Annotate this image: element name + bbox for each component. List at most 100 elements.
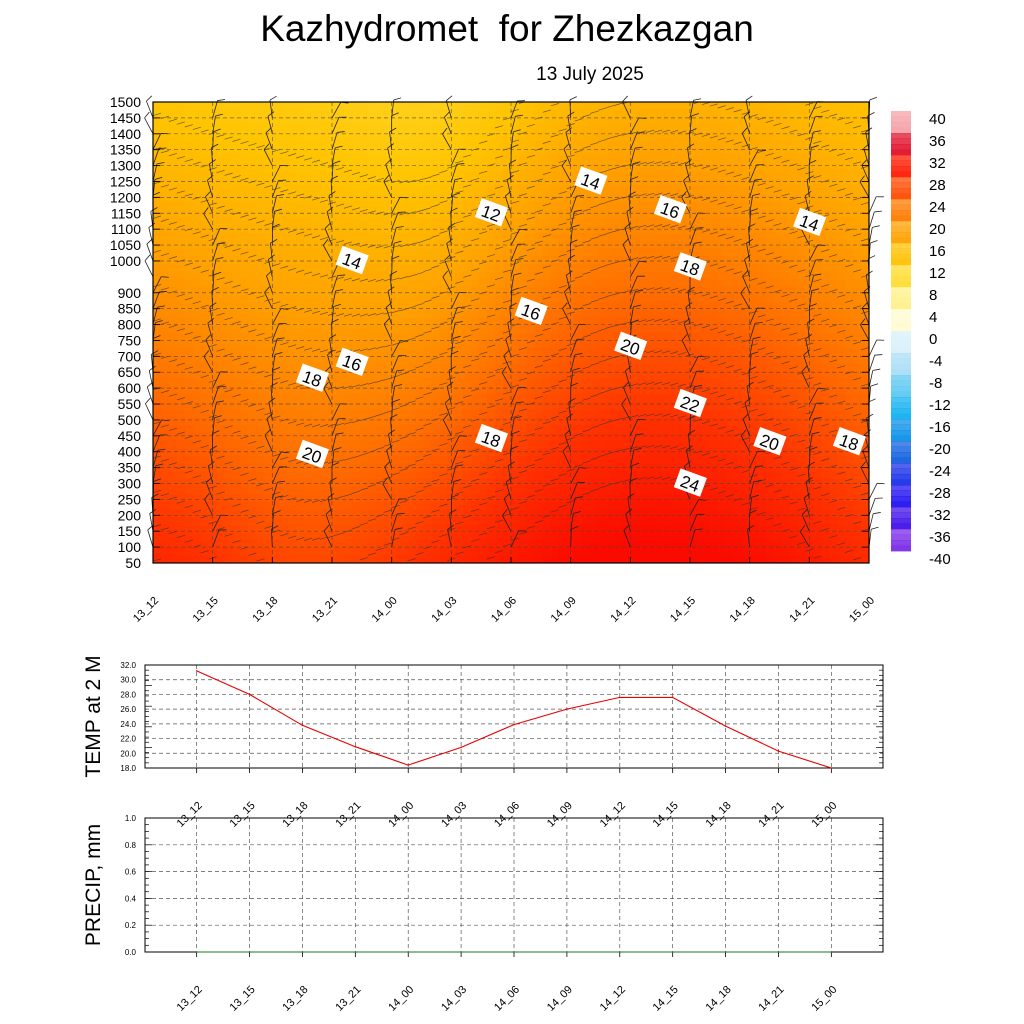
colorbar-legend: 4036322824201612840-4-8-12-16-20-24-28-3…: [891, 111, 951, 568]
panel-y-tick-label: 0.6: [125, 868, 137, 877]
colorbar-tick-label: 36: [929, 133, 946, 150]
x-tick-label: 14_09: [549, 595, 579, 625]
y-tick-label: 1500: [110, 94, 141, 110]
colorbar-tick-label: -36: [929, 529, 951, 546]
data-point: [777, 951, 780, 953]
contour-label: 22: [673, 388, 707, 418]
panel-x-tick-label: 15_00: [809, 800, 839, 830]
data-point: [460, 951, 462, 953]
colorbar-tick-label: 16: [929, 243, 946, 260]
colorbar-tick-label: -8: [929, 375, 942, 392]
panel-grid: [145, 818, 883, 952]
colorbar-tick-label: -12: [929, 397, 951, 414]
data-point: [460, 746, 462, 749]
temperature-field: [153, 102, 869, 563]
y-tick-label: 650: [118, 364, 142, 380]
y-tick-label: 900: [118, 285, 142, 301]
x-tick-label: 13_18: [250, 595, 280, 625]
colorbar-tick-label: -32: [929, 507, 951, 524]
colorbar-tick-label: 40: [929, 111, 946, 128]
panel-grid: [145, 665, 883, 768]
data-point: [407, 951, 410, 953]
y-tick-label: 250: [118, 491, 142, 507]
data-point: [248, 951, 251, 953]
x-tick-label: 13_21: [310, 595, 340, 625]
y-tick-label: 300: [118, 476, 142, 492]
panel-x-tick-label: 13_18: [280, 800, 310, 830]
panel-y-tick-label: 0.8: [125, 841, 137, 850]
panel-x-tick-label: 14_15: [651, 800, 681, 830]
chart-subtitle: 13 July 2025: [536, 64, 644, 85]
y-tick-label: 750: [118, 332, 142, 348]
panel-x-tick-label: 14_06: [492, 800, 522, 830]
y-tick-label: 200: [118, 507, 142, 523]
panel-x-tick-label: 15_00: [809, 984, 839, 1014]
colorbar-tick-label: 32: [929, 155, 946, 172]
y-tick-label: 1250: [110, 173, 141, 189]
contour-label: 16: [335, 347, 369, 376]
y-tick-label: 100: [118, 539, 142, 555]
panel-x-tick-label: 13_15: [228, 984, 258, 1014]
panel-x-tick-label: 14_21: [756, 984, 786, 1014]
y-tick-label: 150: [118, 523, 142, 539]
data-point: [566, 951, 568, 953]
panel-y-tick-label: 20.0: [120, 749, 136, 758]
colorbar-tick-label: -24: [929, 463, 951, 480]
y-tick-label: 400: [118, 444, 142, 460]
panel-x-tick-label: 13_15: [228, 800, 258, 830]
data-point: [354, 745, 357, 748]
data-point: [354, 951, 357, 953]
data-point: [777, 750, 780, 752]
x-tick-label: 14_21: [787, 595, 817, 625]
colorbar-tick-label: -4: [929, 353, 942, 370]
contour-label: 18: [474, 423, 509, 453]
chart-title: Kazhydromet for Zhezkazgan: [260, 8, 754, 49]
y-tick-label: 700: [118, 348, 142, 364]
panel-x-tick-label: 14_15: [651, 984, 681, 1014]
contour-label: 14: [793, 207, 827, 237]
panel-y-axis-label: PRECIP, mm: [82, 824, 105, 946]
colorbar-tick-label: 28: [929, 177, 946, 194]
y-tick-label: 550: [118, 396, 142, 412]
panel-x-tick-label: 14_03: [439, 800, 469, 830]
data-point: [671, 951, 674, 953]
x-tick-label: 14_15: [668, 595, 698, 625]
colorbar-tick-label: 12: [929, 265, 946, 282]
x-tick-label: 14_03: [429, 595, 459, 625]
colorbar-tick-label: 0: [929, 331, 937, 348]
panel-y-tick-label: 30.0: [120, 676, 136, 685]
panel-x-tick-label: 14_21: [756, 800, 786, 830]
panel-x-tick-label: 14_12: [598, 800, 628, 830]
y-tick-label: 850: [118, 301, 142, 317]
x-tick-label: 14_00: [370, 595, 400, 625]
panel-y-tick-label: 0.4: [125, 894, 137, 903]
panel-y-tick-label: 26.0: [120, 705, 136, 714]
x-tick-label: 13_12: [131, 595, 161, 625]
x-tick-label: 14_18: [728, 595, 758, 625]
panel-x-tick-label: 14_00: [386, 800, 416, 830]
y-tick-label: 350: [118, 460, 142, 476]
panel-x-tick-label: 13_21: [333, 984, 363, 1014]
data-point: [195, 670, 198, 672]
panel-x-tick-label: 14_00: [386, 984, 416, 1014]
colorbar-tick-label: 24: [929, 199, 946, 216]
x-tick-label: 13_15: [191, 595, 221, 625]
panel-x-tick-label: 13_12: [175, 984, 205, 1014]
panel-y-tick-label: 1.0: [125, 814, 137, 823]
panel-y-tick-label: 32.0: [120, 661, 136, 670]
panel-x-tick-label: 14_09: [545, 984, 575, 1014]
y-tick-label: 1300: [110, 158, 141, 174]
panel-y-tick-label: 0.0: [125, 948, 137, 957]
data-point: [513, 723, 515, 726]
y-tick-label: 1150: [111, 205, 141, 221]
y-axis: 5010015020025030035040045050055060065070…: [110, 94, 869, 571]
y-tick-label: 1200: [110, 189, 141, 205]
panel-x-tick-label: 13_18: [280, 984, 310, 1014]
y-tick-label: 1050: [110, 237, 141, 253]
y-tick-label: 1000: [110, 253, 141, 269]
wind-barbs: [144, 95, 885, 548]
colorbar-tick-label: 20: [929, 221, 946, 238]
y-tick-label: 1450: [110, 110, 141, 126]
y-tick-label: 50: [125, 555, 141, 571]
